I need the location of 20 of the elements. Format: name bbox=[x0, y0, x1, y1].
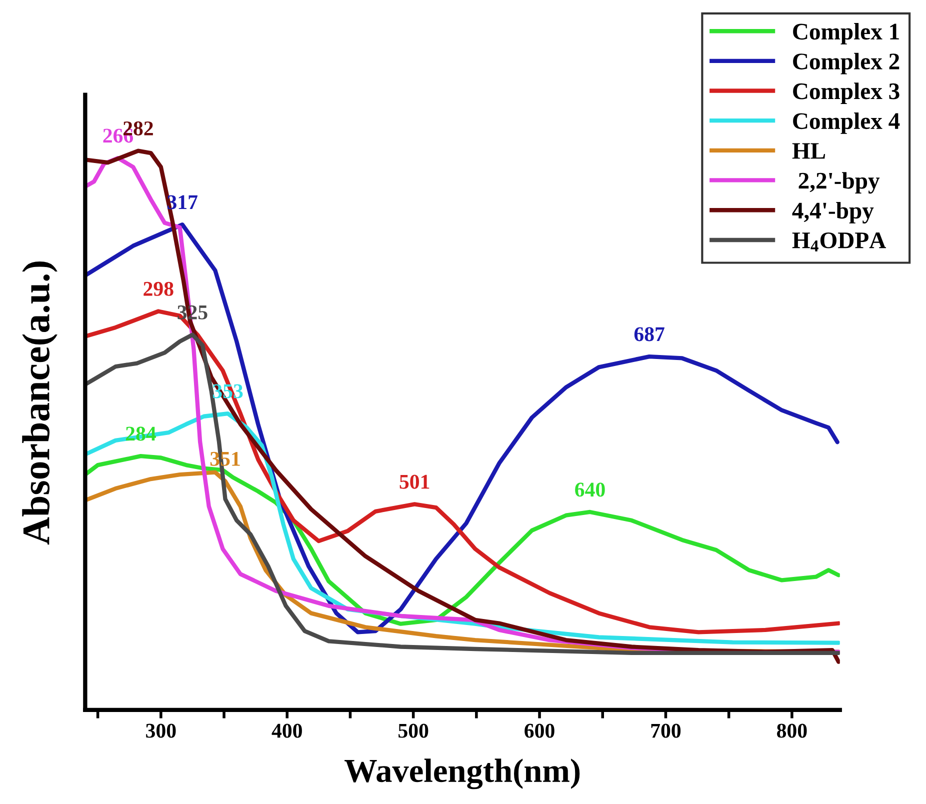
x-tick-label: 600 bbox=[524, 724, 554, 738]
legend-label: 4,4'-bpy bbox=[792, 202, 874, 224]
x-axis-title: Wavelength(nm) bbox=[344, 758, 580, 790]
x-tick-label: 700 bbox=[651, 724, 681, 738]
x-tick-label: 500 bbox=[398, 724, 428, 738]
legend-label: HL bbox=[792, 143, 826, 159]
legend-label: Complex 3 bbox=[793, 82, 900, 104]
x-tick-label: 300 bbox=[146, 724, 176, 738]
legend-label: Complex 2 bbox=[793, 52, 900, 74]
annotation: 687 bbox=[634, 327, 664, 342]
legend-label: Complex 1 bbox=[793, 23, 899, 44]
y-axis-title: Absorbance(a.u.) bbox=[22, 262, 58, 545]
x-tick-label: 400 bbox=[272, 724, 302, 738]
annotation: 298 bbox=[144, 282, 174, 296]
annotation: 501 bbox=[400, 474, 430, 489]
legend-label: 2,2'-bpy bbox=[798, 172, 880, 194]
annotation: 640 bbox=[575, 482, 605, 497]
x-tick-label: 800 bbox=[776, 724, 807, 738]
legend-label: Complex 4 bbox=[793, 112, 900, 134]
legend-label: H$_{4}$ODPA bbox=[792, 232, 886, 252]
